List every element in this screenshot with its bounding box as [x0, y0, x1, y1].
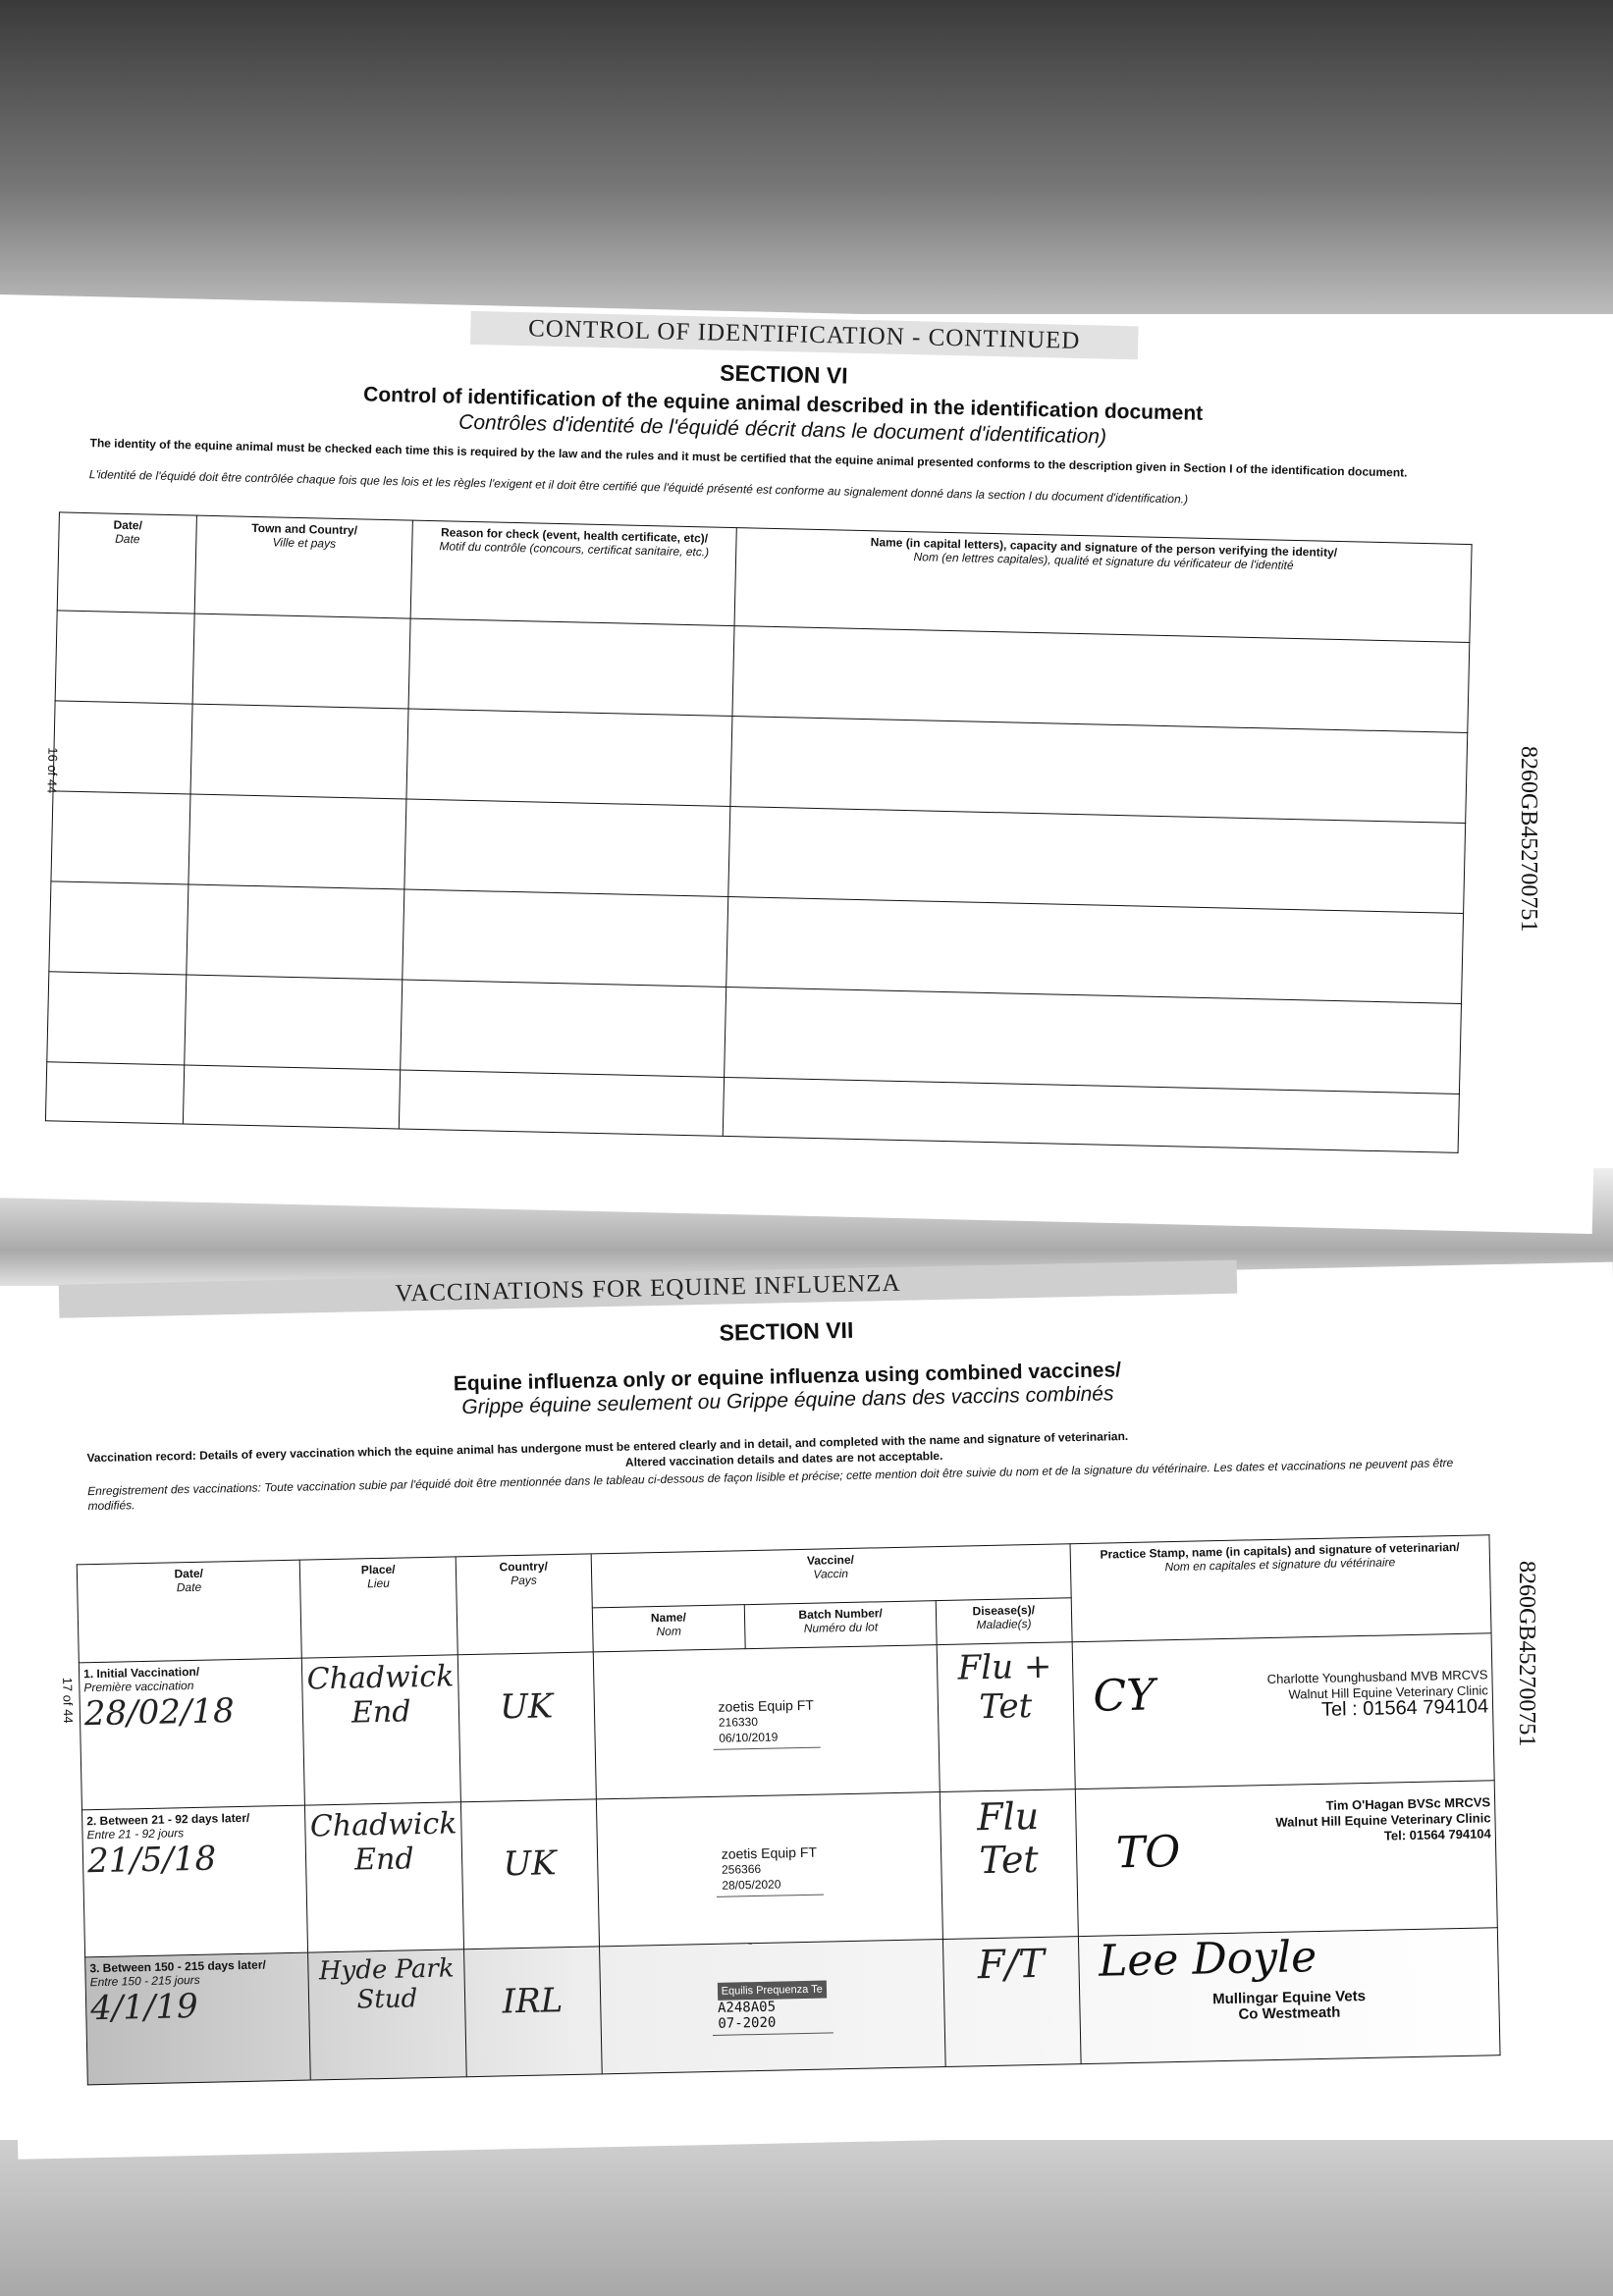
vaccine-name: zoetis Equip FT: [718, 1696, 814, 1715]
col-country: Country/Pays: [456, 1553, 593, 1655]
country-value: UK: [499, 1686, 554, 1728]
cell[interactable]: [405, 709, 732, 807]
cell[interactable]: [192, 614, 411, 710]
expiry-date: 07-2020: [718, 2014, 777, 2032]
expiry-date: 06/10/2019: [719, 1730, 779, 1745]
cell[interactable]: [399, 1069, 725, 1137]
cell[interactable]: [408, 618, 735, 717]
col-disease: Disease(s)/Maladie(s): [936, 1597, 1072, 1645]
cell[interactable]: [403, 799, 730, 897]
vet-signature: Lee Doyle: [1098, 1932, 1317, 1987]
vet-signature: TO: [1115, 1826, 1181, 1879]
col-date: Date/Date: [77, 1560, 302, 1663]
place-value: Hyde Park Stud: [318, 1953, 455, 2015]
col-batch: Batch Number/Numéro du lot: [744, 1600, 938, 1649]
cell[interactable]: [45, 1061, 185, 1124]
vaccine-sticker: Equilis Prequenza Te A248A05 07-2020: [711, 1977, 833, 2036]
date-value: 21/5/18: [86, 1839, 217, 1882]
cell[interactable]: [731, 625, 1470, 733]
country-value: UK: [503, 1843, 557, 1885]
date-value: 28/02/18: [83, 1691, 236, 1735]
col-reason: Reason for check (event, health certific…: [410, 520, 737, 626]
cell[interactable]: [726, 896, 1464, 1004]
col-place: Place/Lieu: [299, 1556, 458, 1659]
page-number: 17 of 44: [60, 1677, 77, 1724]
vaccine-sticker: zoetis Equip FT 216330 06/10/2019: [712, 1693, 821, 1750]
section-band: CONTROL OF IDENTIFICATION - CONTINUED: [469, 310, 1139, 360]
col-town: Town and Country/Ville et pays: [194, 515, 413, 619]
cell[interactable]: [729, 716, 1468, 824]
country-value: IRL: [502, 1981, 564, 2022]
cell[interactable]: [184, 974, 403, 1070]
vet-signature: CY: [1092, 1670, 1156, 1722]
cell[interactable]: [400, 979, 726, 1078]
cell[interactable]: [183, 1064, 401, 1129]
col-date: Date/Date: [57, 511, 197, 614]
vaccination-table: Date/Date Place/Lieu Country/Pays Vaccin…: [77, 1534, 1501, 2085]
expiry-date: 28/05/2020: [722, 1877, 781, 1893]
cell[interactable]: [53, 700, 193, 795]
vaccination-row: 2. Between 21 - 92 days later/Entre 21 -…: [81, 1780, 1498, 1957]
cell[interactable]: [186, 884, 404, 980]
document-reference: 8260GB452700751: [1516, 746, 1541, 933]
place-value: Chadwick End: [309, 1806, 457, 1878]
cell[interactable]: [402, 888, 728, 988]
vaccine-sticker: zoetis Equip FT 256366 28/05/2020: [715, 1841, 824, 1897]
vaccine-name: zoetis Equip FT: [721, 1843, 818, 1862]
place-value: Chadwick End: [306, 1659, 455, 1731]
cell[interactable]: [46, 971, 187, 1065]
cell[interactable]: [48, 881, 188, 975]
cell[interactable]: [188, 794, 406, 889]
vaccination-row: 1. Initial Vaccination/Première vaccinat…: [79, 1632, 1495, 1810]
cell[interactable]: [190, 704, 409, 800]
cell[interactable]: [727, 806, 1466, 914]
col-vaccine-name: Name/Nom: [591, 1604, 746, 1652]
disease-value: Flu + Tet: [957, 1646, 1052, 1728]
col-vet: Practice Stamp, name (in capitals) and s…: [1069, 1534, 1492, 1642]
date-value: 4/1/19: [89, 1986, 199, 2029]
scan-shadow-bottom: [0, 2140, 1613, 2296]
cell[interactable]: [55, 610, 195, 705]
vaccine-name: Equilis Prequenza Te: [717, 1980, 828, 2001]
col-vaccine: Vaccine/Vaccin: [590, 1543, 1071, 1608]
cell[interactable]: [724, 987, 1462, 1095]
practice-stamp: Mullingar Equine Vets Co Westmeath: [1212, 1988, 1367, 2023]
document-reference-2: 8260GB452700751: [1514, 1561, 1539, 1747]
disease-value: F/T: [977, 1941, 1046, 1989]
section-vii-page: VACCINATIONS FOR EQUINE INFLUENZA SECTIO…: [0, 1259, 1613, 2160]
section-vi-page: CONTROL OF IDENTIFICATION - CONTINUED SE…: [0, 294, 1613, 1235]
scan-shadow-top: [0, 0, 1613, 314]
col-verifier: Name (in capital letters), capacity and …: [734, 527, 1473, 643]
disease-value: Flu Tet: [976, 1793, 1040, 1883]
cell[interactable]: [50, 790, 191, 885]
identity-check-table: Date/Date Town and Country/Ville et pays…: [45, 511, 1473, 1153]
